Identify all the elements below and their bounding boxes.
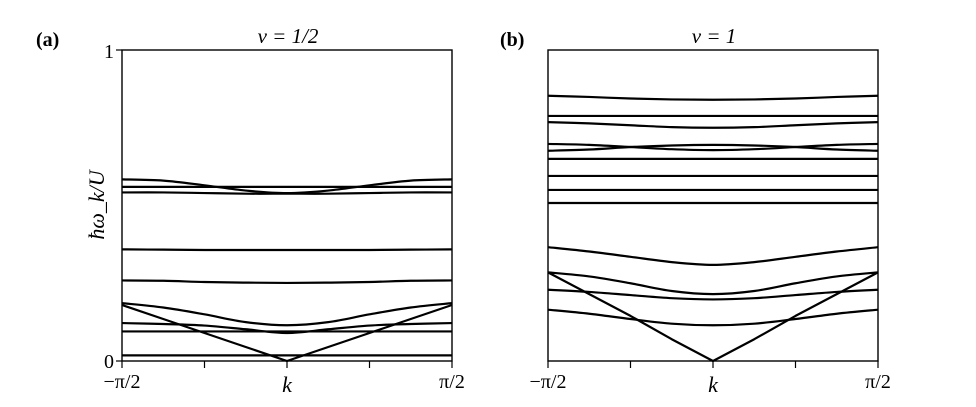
panel-a-series-line-10 [121,178,453,195]
panel-b-series [547,94,879,363]
panel-b-series-line-5 [547,246,879,266]
panel-a: (a) ν = 1/2 0 1 −π/2 k π/2 ħω_k/U [36,24,465,397]
panel-a-series [121,178,453,363]
panel-a-series-line-7 [121,248,453,252]
panel-b-ticks [547,361,879,368]
panel-a-xtick-right: π/2 [439,371,465,393]
panel-b-xtick-left: −π/2 [530,371,567,393]
panel-a-series-line-4 [121,321,453,335]
panel-b-series-line-2 [547,308,879,327]
panel-a-series-line-6 [121,279,453,285]
panel-a-ytick-0: 0 [104,351,114,373]
panel-b-series-line-3 [547,288,879,301]
panel-b: (b) ν = 1 −π/2 k π/2 [500,24,891,397]
panel-b-series-line-10 [547,143,879,152]
panel-a-title: ν = 1/2 [258,24,319,48]
panel-b-series-line-4 [547,271,879,296]
panel-b-series-line-1 [547,271,879,363]
panel-a-ytick-1: 1 [104,41,114,63]
panel-a-frame [121,49,453,362]
panel-a-series-line-5 [121,302,453,327]
panel-a-xtick-left: −π/2 [104,371,141,393]
panel-a-label: (a) [36,29,59,51]
panel-b-xtick-right: π/2 [865,371,891,393]
panel-b-xlabel: k [708,372,719,397]
panel-a-xlabel: k [282,372,293,397]
panel-a-ticks [116,49,453,368]
panel-a-ylabel: ħω_k/U [84,168,109,239]
panel-b-title: ν = 1 [692,24,737,48]
panel-b-series-line-14 [547,94,879,101]
panel-b-series-line-12 [547,121,879,129]
panel-b-label: (b) [500,29,524,51]
panel-b-series-line-11 [547,142,879,152]
